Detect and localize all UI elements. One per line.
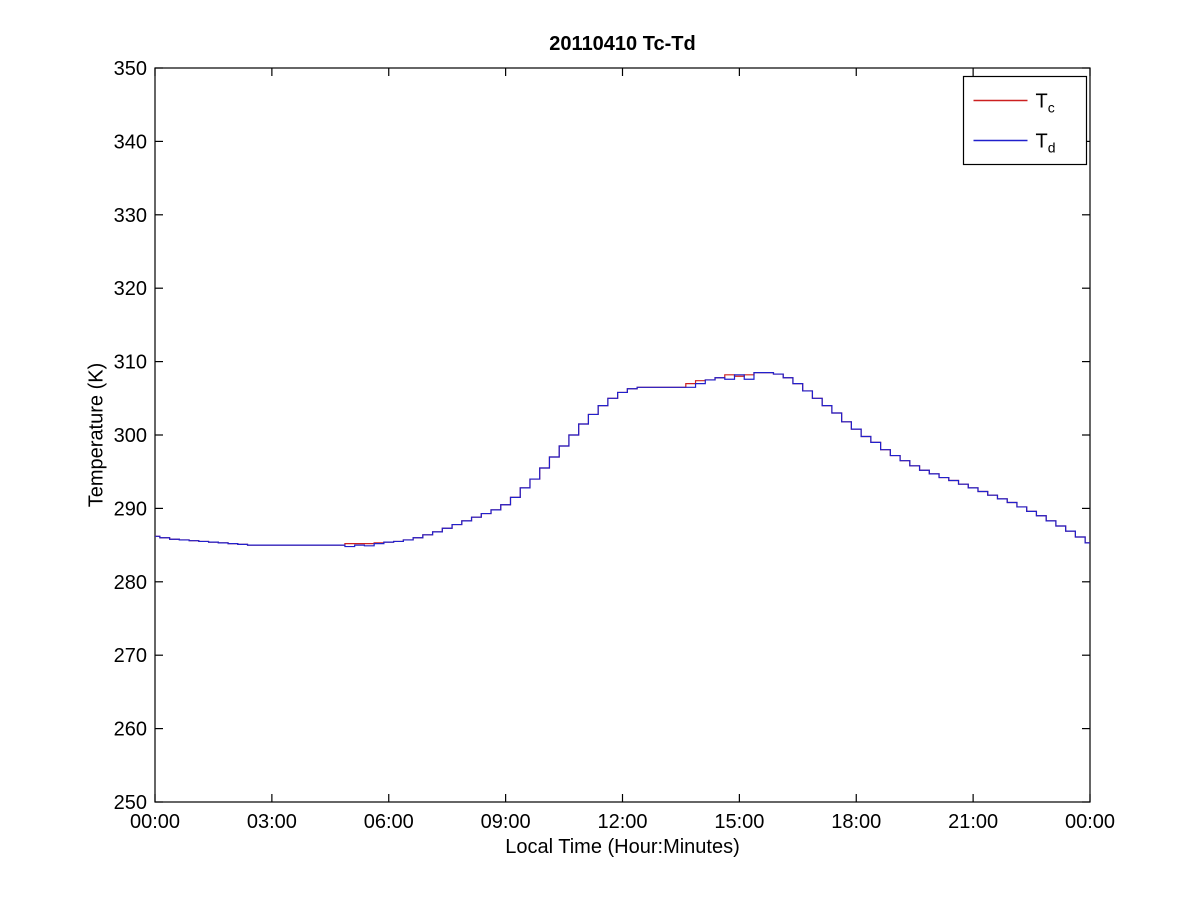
y-tick-label: 280 bbox=[114, 572, 147, 594]
x-tick-label: 06:00 bbox=[364, 811, 414, 833]
legend-box bbox=[962, 75, 1088, 166]
y-axis-label: Temperature (K) bbox=[85, 362, 108, 508]
x-tick-label: 18:00 bbox=[831, 811, 881, 833]
x-tick-label: 03:00 bbox=[247, 811, 297, 833]
legend-label: Tc bbox=[1036, 91, 1055, 116]
y-tick-label: 300 bbox=[114, 425, 147, 447]
y-tick-label: 250 bbox=[114, 792, 147, 814]
y-tick-label: 350 bbox=[114, 58, 147, 80]
y-tick-label: 340 bbox=[114, 131, 147, 153]
plot-box bbox=[154, 67, 1091, 803]
x-tick-label: 21:00 bbox=[948, 811, 998, 833]
x-tick-label: 00:00 bbox=[1065, 811, 1115, 833]
y-tick-label: 260 bbox=[114, 719, 147, 741]
y-tick-label: 310 bbox=[114, 352, 147, 374]
x-tick-label: 15:00 bbox=[714, 811, 764, 833]
td-line bbox=[155, 372, 1090, 548]
legend-label: Td bbox=[1036, 131, 1056, 156]
x-tick-label: 00:00 bbox=[130, 811, 180, 833]
x-tick-label: 09:00 bbox=[481, 811, 531, 833]
x-tick-label: 12:00 bbox=[597, 811, 647, 833]
y-tick-label: 290 bbox=[114, 498, 147, 520]
tc-line bbox=[155, 372, 1090, 546]
x-axis-label: Local Time (Hour:Minutes) bbox=[505, 836, 740, 858]
y-tick-label: 320 bbox=[114, 278, 147, 300]
y-tick-label: 330 bbox=[114, 205, 147, 227]
chart-title: 20110410 Tc-Td bbox=[549, 33, 696, 55]
y-tick-label: 270 bbox=[114, 645, 147, 667]
